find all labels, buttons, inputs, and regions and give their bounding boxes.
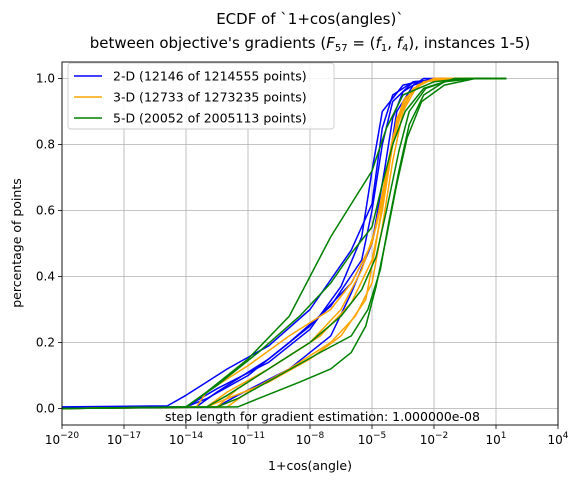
y-tick-label: 0.0 — [36, 402, 55, 416]
x-axis-ticks: 10−20 10−17 10−14 10−11 10−8 10−5 10−2 101 104 — [45, 425, 569, 447]
y-axis-ticks: 0.0 0.2 0.4 0.6 0.8 1.0 — [36, 72, 62, 416]
legend-entry-label: 5-D (20052 of 2005113 points) — [113, 111, 307, 126]
legend-entry-label: 2-D (12146 of 1214555 points) — [113, 69, 307, 84]
x-tick-label: 10−14 — [169, 431, 204, 447]
y-tick-label: 0.6 — [36, 204, 55, 218]
x-tick-label: 10−20 — [45, 431, 80, 447]
y-tick-label: 1.0 — [36, 72, 55, 86]
y-tick-label: 0.2 — [36, 336, 55, 350]
step-length-annotation: step length for gradient estimation: 1.0… — [165, 409, 480, 424]
chart-title-line2: between objective's gradients (F57 = (f1… — [90, 34, 531, 54]
series-3-curve-3 — [61, 77, 507, 410]
y-tick-label: 0.8 — [36, 138, 55, 152]
ecdf-curves — [61, 77, 507, 410]
x-axis-label: 1+cos(angle) — [268, 458, 352, 473]
x-tick-label: 10−5 — [358, 431, 387, 447]
legend-box — [67, 62, 335, 130]
y-axis-label: percentage of points — [9, 178, 24, 308]
x-tick-label: 10−8 — [296, 431, 325, 447]
series-1-curve-5 — [61, 77, 486, 410]
legend: 2-D (12146 of 1214555 points) 3-D (12733 … — [67, 62, 335, 130]
legend-entry-label: 3-D (12733 of 1273235 points) — [113, 90, 307, 105]
series-3-curve-5 — [61, 77, 507, 410]
series-3-curve-1 — [61, 77, 507, 410]
series-3-curve-2 — [61, 77, 507, 410]
y-tick-label: 0.4 — [36, 270, 55, 284]
x-tick-label: 10−2 — [420, 431, 449, 447]
x-tick-label: 101 — [485, 431, 506, 447]
x-tick-label: 104 — [547, 431, 568, 447]
x-tick-label: 10−11 — [231, 431, 265, 447]
chart-title-line1: ECDF of `1+cos(angles)` — [216, 10, 404, 28]
x-tick-label: 10−17 — [107, 431, 141, 447]
